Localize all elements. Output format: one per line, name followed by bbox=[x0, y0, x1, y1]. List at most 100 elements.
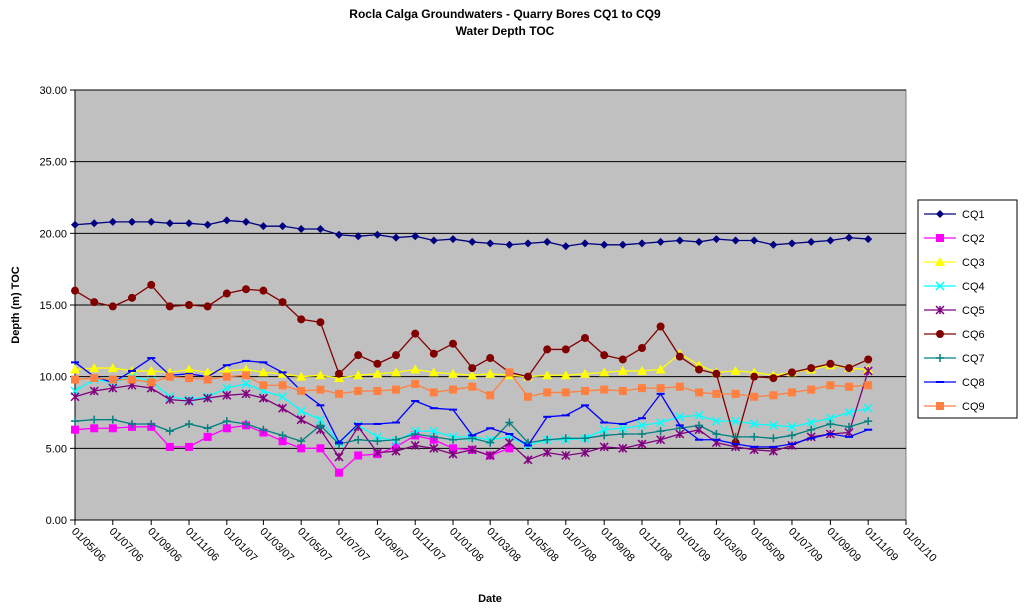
data-point bbox=[185, 419, 194, 428]
x-tick-label: 01/03/07 bbox=[257, 526, 296, 565]
data-point bbox=[147, 378, 156, 387]
data-point bbox=[711, 416, 721, 426]
data-point bbox=[184, 364, 195, 374]
data-point bbox=[656, 237, 665, 246]
data-point bbox=[222, 424, 231, 433]
data-point bbox=[787, 239, 796, 248]
data-point bbox=[675, 352, 684, 361]
legend-marker bbox=[936, 210, 944, 218]
data-point bbox=[147, 280, 156, 289]
data-point bbox=[90, 219, 99, 228]
data-point bbox=[70, 392, 80, 402]
data-point bbox=[486, 239, 495, 248]
data-point bbox=[826, 236, 835, 245]
data-point bbox=[712, 235, 721, 244]
data-point bbox=[449, 444, 458, 453]
data-point bbox=[165, 302, 174, 311]
data-point bbox=[185, 442, 194, 451]
data-point bbox=[864, 355, 873, 364]
data-point bbox=[448, 449, 458, 459]
data-point bbox=[768, 420, 778, 430]
data-point bbox=[600, 240, 609, 249]
data-point bbox=[695, 388, 704, 397]
data-point bbox=[278, 431, 287, 440]
data-point bbox=[730, 365, 741, 375]
data-point bbox=[807, 385, 816, 394]
data-point bbox=[165, 372, 174, 381]
x-tick-label: 01/07/09 bbox=[786, 526, 825, 565]
data-point bbox=[71, 417, 79, 426]
data-point bbox=[542, 448, 552, 458]
data-point bbox=[844, 233, 853, 242]
data-point bbox=[203, 220, 212, 229]
data-point bbox=[71, 425, 79, 434]
data-point bbox=[863, 366, 873, 376]
data-point bbox=[618, 443, 628, 453]
data-point bbox=[523, 239, 532, 248]
data-point bbox=[89, 363, 100, 373]
data-point bbox=[70, 364, 80, 374]
data-point bbox=[297, 225, 306, 234]
data-point bbox=[731, 236, 740, 245]
data-point bbox=[241, 389, 251, 399]
data-point bbox=[391, 435, 400, 444]
data-point bbox=[411, 232, 420, 241]
legend-marker bbox=[935, 281, 945, 291]
data-point bbox=[768, 446, 778, 456]
legend-marker bbox=[936, 330, 944, 338]
data-point bbox=[656, 427, 665, 436]
data-point bbox=[108, 383, 118, 393]
data-point bbox=[561, 388, 570, 397]
data-point bbox=[864, 381, 873, 390]
data-point bbox=[90, 374, 99, 383]
data-point bbox=[485, 450, 495, 461]
x-tick-label: 01/03/08 bbox=[484, 526, 523, 565]
data-point bbox=[354, 387, 363, 395]
data-point bbox=[449, 385, 458, 394]
x-tick-label: 01/05/07 bbox=[295, 526, 334, 565]
data-point bbox=[449, 435, 458, 444]
data-point bbox=[750, 372, 759, 381]
data-point bbox=[297, 315, 306, 324]
data-point bbox=[600, 385, 609, 394]
data-point bbox=[581, 239, 590, 248]
y-tick-label: 5.00 bbox=[46, 443, 67, 455]
x-tick-label: 01/11/06 bbox=[183, 526, 221, 564]
data-point bbox=[637, 439, 647, 449]
data-point bbox=[787, 388, 796, 397]
data-point bbox=[391, 351, 400, 360]
data-point bbox=[543, 435, 552, 444]
data-point bbox=[750, 236, 759, 245]
data-point bbox=[731, 432, 740, 441]
data-point bbox=[543, 388, 552, 397]
x-tick-label: 01/09/09 bbox=[824, 526, 863, 565]
data-point bbox=[147, 217, 156, 226]
data-point bbox=[429, 349, 438, 358]
data-point bbox=[241, 379, 251, 389]
data-point bbox=[71, 375, 79, 384]
data-point bbox=[203, 432, 212, 441]
data-point bbox=[468, 364, 477, 373]
data-point bbox=[712, 430, 721, 438]
legend-label: CQ8 bbox=[962, 377, 985, 389]
data-point bbox=[561, 242, 570, 251]
data-point bbox=[222, 383, 232, 393]
data-point bbox=[561, 450, 571, 461]
data-point bbox=[90, 415, 99, 424]
data-point bbox=[242, 419, 251, 428]
data-point bbox=[373, 387, 382, 395]
data-point bbox=[731, 416, 741, 426]
data-point bbox=[165, 427, 174, 436]
data-point bbox=[128, 217, 137, 226]
x-tick-label: 01/11/09 bbox=[862, 526, 900, 564]
data-point bbox=[581, 434, 590, 443]
data-point bbox=[278, 298, 287, 307]
legend-marker bbox=[936, 354, 944, 362]
x-tick-label: 01/05/09 bbox=[748, 526, 787, 565]
data-point bbox=[844, 382, 853, 391]
legend-label: CQ1 bbox=[962, 209, 985, 221]
data-point bbox=[695, 237, 704, 246]
data-point bbox=[617, 365, 628, 375]
